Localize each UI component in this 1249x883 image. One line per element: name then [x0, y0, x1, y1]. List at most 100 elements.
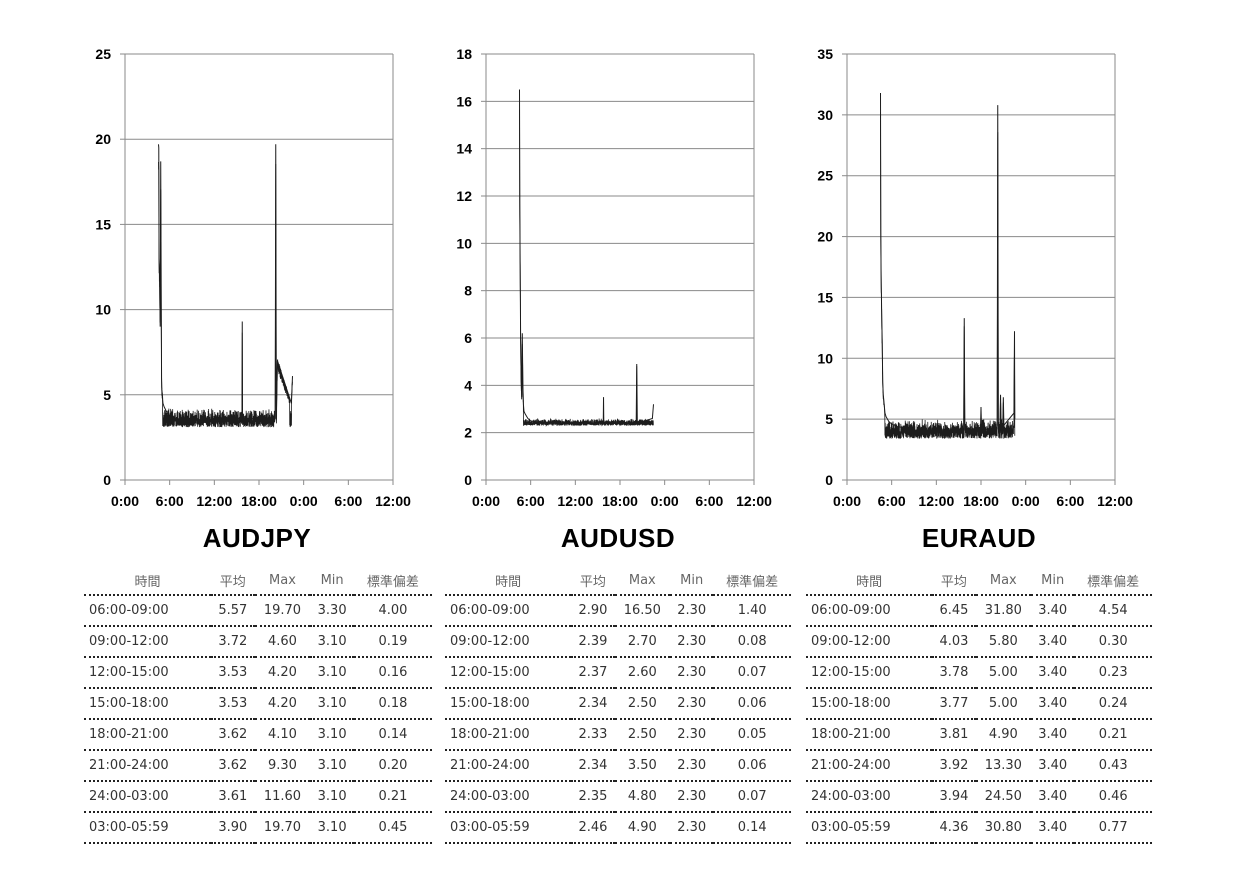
cell-min: 3.40 [1031, 657, 1075, 689]
y-tick-label: 12 [456, 188, 472, 204]
cell-min: 3.10 [310, 781, 354, 813]
cell-time: 03:00-05:59 [806, 812, 933, 844]
panel-audjpy: 0 5 10 15 20 25 0:00 6:00 12:00 18:00 0:00 6:00 12:0… [0, 0, 432, 883]
y-tick-label: 8 [464, 283, 472, 299]
cell-min: 2.30 [670, 750, 714, 782]
cell-avg: 2.46 [571, 812, 615, 844]
chart-title-audusd: AUDUSD [560, 523, 676, 553]
cell-max: 2.50 [614, 719, 671, 751]
cell-avg: 3.62 [211, 750, 255, 782]
cell-stdev: 0.06 [713, 750, 791, 782]
table-row: 03:00-05:59 3.90 19.70 3.10 0.45 [84, 812, 432, 844]
stats-table-audusd: 時間 平均 Max Min 標準偏差 06:00-09:00 2.90 16.50 2.30 1.… [445, 566, 791, 844]
cell-avg: 2.90 [571, 595, 615, 627]
table-row: 12:00-15:00 3.78 5.00 3.40 0.23 [806, 657, 1152, 689]
cell-min: 3.40 [1031, 595, 1075, 627]
cell-avg: 3.78 [932, 657, 976, 689]
x-tick-label: 18:00 [602, 493, 638, 509]
chart-title-euraud: EURAUD [921, 523, 1037, 553]
y-tick-label: 10 [95, 302, 111, 318]
table-row: 24:00-03:00 3.94 24.50 3.40 0.46 [806, 781, 1152, 813]
cell-min: 2.30 [670, 688, 714, 720]
column-header-time: 時間 [84, 566, 212, 596]
column-header-min: Min [1031, 566, 1075, 596]
table-header-row: 時間 平均 Max Min 標準偏差 [806, 566, 1152, 596]
cell-min: 2.30 [670, 595, 714, 627]
cell-max: 4.20 [254, 688, 311, 720]
column-header-time: 時間 [445, 566, 572, 596]
panel-euraud: 0 5 10 15 20 25 30 35 0:00 6:00 12:00 18:00 0:00 6:00… [722, 0, 1152, 883]
cell-max: 24.50 [975, 781, 1032, 813]
cell-stdev: 0.24 [1074, 688, 1152, 720]
y-tick-label: 25 [95, 46, 111, 62]
x-tick-label: 0:00 [290, 493, 318, 509]
table-row: 12:00-15:00 3.53 4.20 3.10 0.16 [84, 657, 432, 689]
cell-max: 2.70 [614, 626, 671, 658]
x-tick-label: 12:00 [375, 493, 411, 509]
cell-min: 3.40 [1031, 781, 1075, 813]
spread-spike-line [158, 144, 293, 421]
spread-series-line [158, 161, 293, 428]
cell-min: 2.30 [670, 812, 714, 844]
cell-time: 15:00-18:00 [84, 688, 212, 720]
cell-stdev: 0.77 [1074, 812, 1152, 844]
cell-time: 06:00-09:00 [84, 595, 212, 627]
cell-time: 18:00-21:00 [445, 719, 572, 751]
cell-avg: 3.72 [211, 626, 255, 658]
cell-max: 30.80 [975, 812, 1032, 844]
x-tick-label: 6:00 [1056, 493, 1084, 509]
x-tick-label: 18:00 [963, 493, 999, 509]
cell-stdev: 0.07 [713, 781, 791, 813]
cell-avg: 3.53 [211, 657, 255, 689]
column-header-time: 時間 [806, 566, 933, 596]
cell-max: 19.70 [254, 812, 311, 844]
x-tick-label: 0:00 [651, 493, 679, 509]
table-row: 24:00-03:00 3.61 11.60 3.10 0.21 [84, 781, 432, 813]
y-tick-label: 0 [464, 472, 472, 488]
cell-avg: 2.34 [571, 750, 615, 782]
cell-max: 19.70 [254, 595, 311, 627]
column-header-min: Min [310, 566, 354, 596]
x-tick-label: 0:00 [1012, 493, 1040, 509]
y-tick-label: 2 [464, 425, 472, 441]
spread-chart-audjpy: 0 5 10 15 20 25 0:00 6:00 12:00 18:00 0:00 6:00 12:0… [95, 46, 411, 509]
cell-time: 12:00-15:00 [445, 657, 572, 689]
cell-avg: 4.36 [932, 812, 976, 844]
cell-min: 2.30 [670, 719, 714, 751]
cell-avg: 4.03 [932, 626, 976, 658]
cell-max: 5.00 [975, 688, 1032, 720]
x-tick-label: 12:00 [918, 493, 954, 509]
cell-time: 15:00-18:00 [806, 688, 933, 720]
y-tick-label: 10 [817, 350, 833, 366]
table-header-row: 時間 平均 Max Min 標準偏差 [84, 566, 432, 596]
cell-time: 24:00-03:00 [806, 781, 933, 813]
cell-stdev: 0.30 [1074, 626, 1152, 658]
cell-time: 06:00-09:00 [445, 595, 572, 627]
table-row: 21:00-24:00 3.62 9.30 3.10 0.20 [84, 750, 432, 782]
cell-avg: 2.37 [571, 657, 615, 689]
cell-stdev: 0.07 [713, 657, 791, 689]
cell-max: 2.50 [614, 688, 671, 720]
cell-stdev: 0.16 [353, 657, 432, 689]
y-tick-label: 16 [456, 93, 472, 109]
cell-max: 4.10 [254, 719, 311, 751]
x-tick-label: 12:00 [557, 493, 593, 509]
table-row: 21:00-24:00 3.92 13.30 3.40 0.43 [806, 750, 1152, 782]
cell-avg: 3.62 [211, 719, 255, 751]
y-tick-label: 20 [95, 131, 111, 147]
cell-avg: 6.45 [932, 595, 976, 627]
y-tick-label: 10 [456, 235, 472, 251]
chart-title-audjpy: AUDJPY [202, 523, 312, 553]
cell-stdev: 0.45 [353, 812, 432, 844]
cell-stdev: 0.21 [1074, 719, 1152, 751]
column-header-stdev: 標準偏差 [353, 566, 432, 596]
spread-spike-line [519, 89, 654, 424]
x-tick-label: 12:00 [1097, 493, 1133, 509]
cell-avg: 3.77 [932, 688, 976, 720]
cell-time: 09:00-12:00 [445, 626, 572, 658]
cell-max: 13.30 [975, 750, 1032, 782]
cell-min: 3.10 [310, 812, 354, 844]
column-header-avg: 平均 [211, 566, 255, 596]
cell-avg: 5.57 [211, 595, 255, 627]
cell-min: 3.10 [310, 657, 354, 689]
